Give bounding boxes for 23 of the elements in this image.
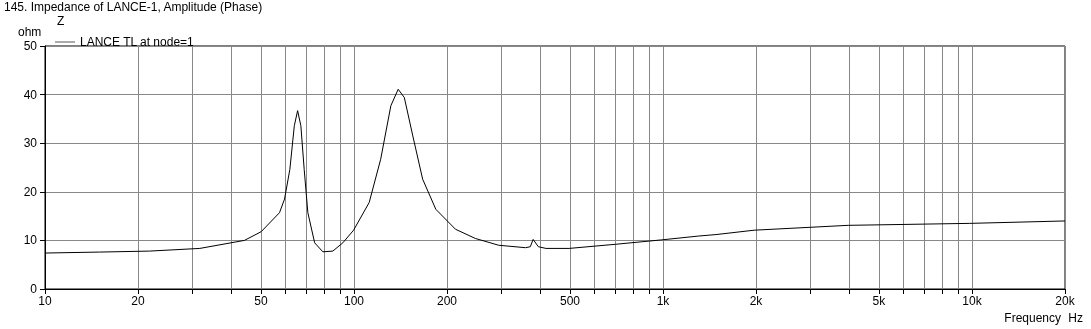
x-tick-label: 5k [872, 294, 887, 308]
x-tick-label: 20k [1055, 294, 1076, 308]
y-tick-label: 40 [23, 87, 38, 102]
x-tick-label: 500 [559, 294, 581, 308]
y-tick-label: 10 [23, 233, 38, 248]
x-tick-label: 100 [343, 294, 365, 308]
chart-title: 145. Impedance of LANCE-1, Amplitude (Phase) [4, 0, 263, 14]
legend-label: LANCE TL at node=1 [80, 35, 195, 49]
y-tick-label: 30 [23, 136, 38, 151]
x-tick-label: 10k [962, 294, 983, 308]
y-tick-label: 0 [30, 282, 38, 296]
x-tick-label: 10 [38, 294, 52, 308]
text: Hz [1068, 311, 1084, 325]
y-tick-label: 20 [23, 184, 38, 199]
y-tick-label: 50 [23, 39, 38, 53]
x-tick-label: 50 [254, 294, 268, 308]
x-tick-label: 1k [656, 294, 671, 308]
legend-title: Z [57, 14, 65, 28]
y-axis-title: ohm [18, 25, 42, 39]
x-tick-label: 200 [437, 294, 458, 308]
x-tick-label: 20 [131, 294, 146, 308]
x-tick-label: 2k [749, 294, 764, 308]
x-axis-title: Frequency [1004, 311, 1062, 325]
